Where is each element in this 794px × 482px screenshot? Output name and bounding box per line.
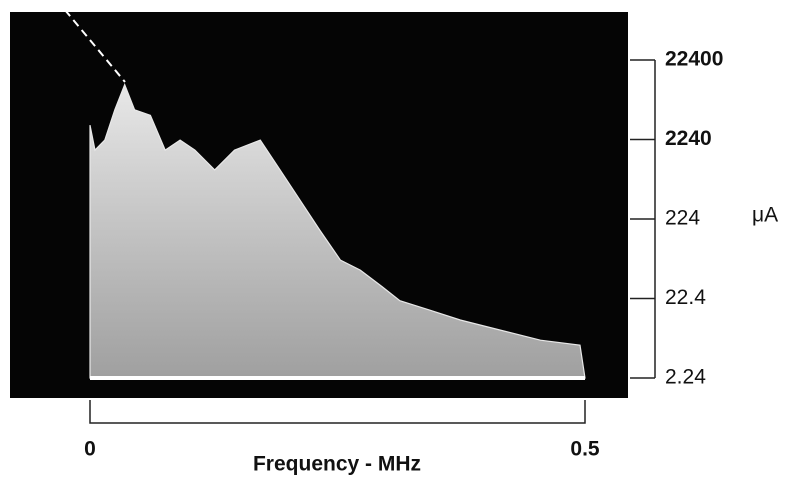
y-tick-label: 22.4 bbox=[665, 286, 706, 309]
x-axis-label: Frequency - MHz bbox=[253, 453, 421, 476]
x-tick-label: 0 bbox=[84, 438, 96, 461]
y-tick-label: 22400 bbox=[665, 48, 723, 71]
y-tick-label: 2240 bbox=[665, 127, 712, 150]
x-axis bbox=[89, 400, 586, 424]
spectrum-envelope bbox=[89, 82, 586, 379]
x-tick-label: 0.5 bbox=[570, 438, 600, 461]
y-tick-label: 224 bbox=[665, 207, 700, 230]
dashed-guide bbox=[64, 9, 126, 83]
y-axis-label: μA bbox=[752, 204, 778, 227]
y-tick-label: 2.24 bbox=[665, 366, 706, 389]
